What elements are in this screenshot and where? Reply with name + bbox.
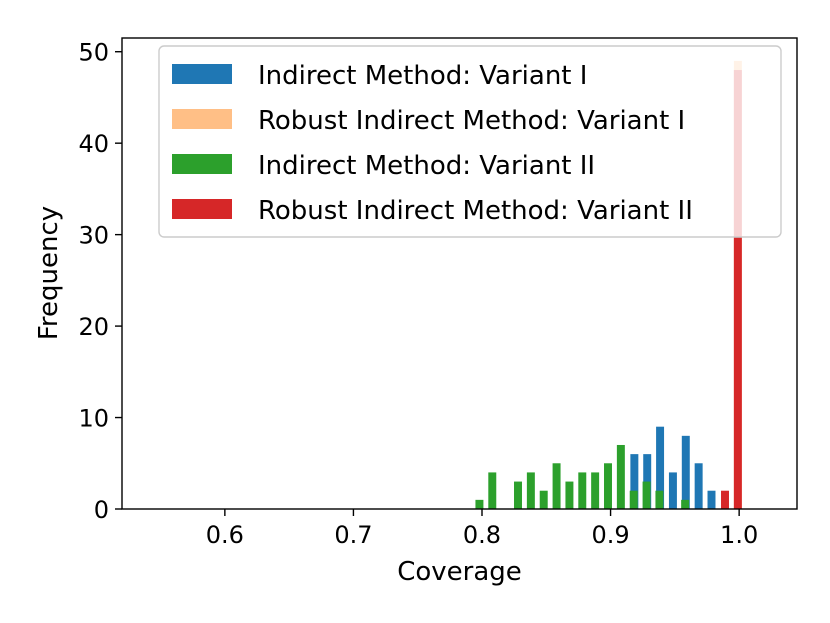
bar-series-3 <box>488 472 497 509</box>
y-tick-label: 20 <box>78 313 109 341</box>
legend-label: Indirect Method: Variant I <box>258 61 587 91</box>
bar-series-3 <box>565 481 574 509</box>
bar-series-1 <box>681 435 690 509</box>
y-tick-label: 30 <box>78 222 109 250</box>
bar-series-1 <box>656 426 665 509</box>
bar-series-1 <box>668 472 677 509</box>
bar-series-1 <box>707 490 716 509</box>
y-tick-label: 10 <box>78 405 109 433</box>
bar-series-3 <box>629 490 638 509</box>
legend-label: Robust Indirect Method: Variant I <box>258 106 685 136</box>
bar-series-3 <box>578 472 587 509</box>
bar-series-4 <box>733 70 742 510</box>
x-tick-label: 0.7 <box>334 521 372 549</box>
bar-series-3 <box>552 463 561 509</box>
legend-swatch <box>172 154 232 174</box>
y-axis-label: Frequency <box>34 206 64 340</box>
y-tick-label: 40 <box>78 130 109 158</box>
legend-swatch <box>172 109 232 129</box>
legend: Indirect Method: Variant I Robust Indirec… <box>158 45 782 238</box>
bar-series-3 <box>655 490 664 509</box>
x-tick-label: 1.0 <box>720 521 758 549</box>
y-axis-ticks: 0 10 20 30 40 50 <box>78 39 122 524</box>
bar-series-4 <box>721 490 729 509</box>
bar-series-3 <box>616 444 625 509</box>
bar-series-3 <box>591 472 600 509</box>
x-tick-label: 0.9 <box>591 521 629 549</box>
bar-series-1 <box>630 454 639 509</box>
x-tick-label: 0.6 <box>206 521 244 549</box>
histogram-bars <box>475 60 742 510</box>
x-axis-ticks: 0.6 0.7 0.8 0.9 1.0 <box>206 509 758 549</box>
y-tick-label: 0 <box>94 496 109 524</box>
bar-series-3 <box>514 481 522 509</box>
legend-frame <box>158 45 782 238</box>
bar-series-3 <box>526 472 535 509</box>
bar-series-1 <box>694 463 703 509</box>
x-axis-label: Coverage <box>397 557 522 587</box>
x-tick-label: 0.8 <box>463 521 501 549</box>
bar-series-3 <box>642 481 651 509</box>
legend-swatch <box>172 199 232 219</box>
bar-series-3 <box>604 463 612 509</box>
bar-series-3 <box>539 490 548 509</box>
legend-label: Indirect Method: Variant II <box>258 151 595 181</box>
legend-label: Robust Indirect Method: Variant II <box>258 196 693 226</box>
plot-frame <box>121 37 798 510</box>
bar-series-3 <box>475 499 484 509</box>
legend-swatch <box>172 64 232 84</box>
bar-series-3 <box>681 499 690 509</box>
y-tick-label: 50 <box>78 39 109 67</box>
